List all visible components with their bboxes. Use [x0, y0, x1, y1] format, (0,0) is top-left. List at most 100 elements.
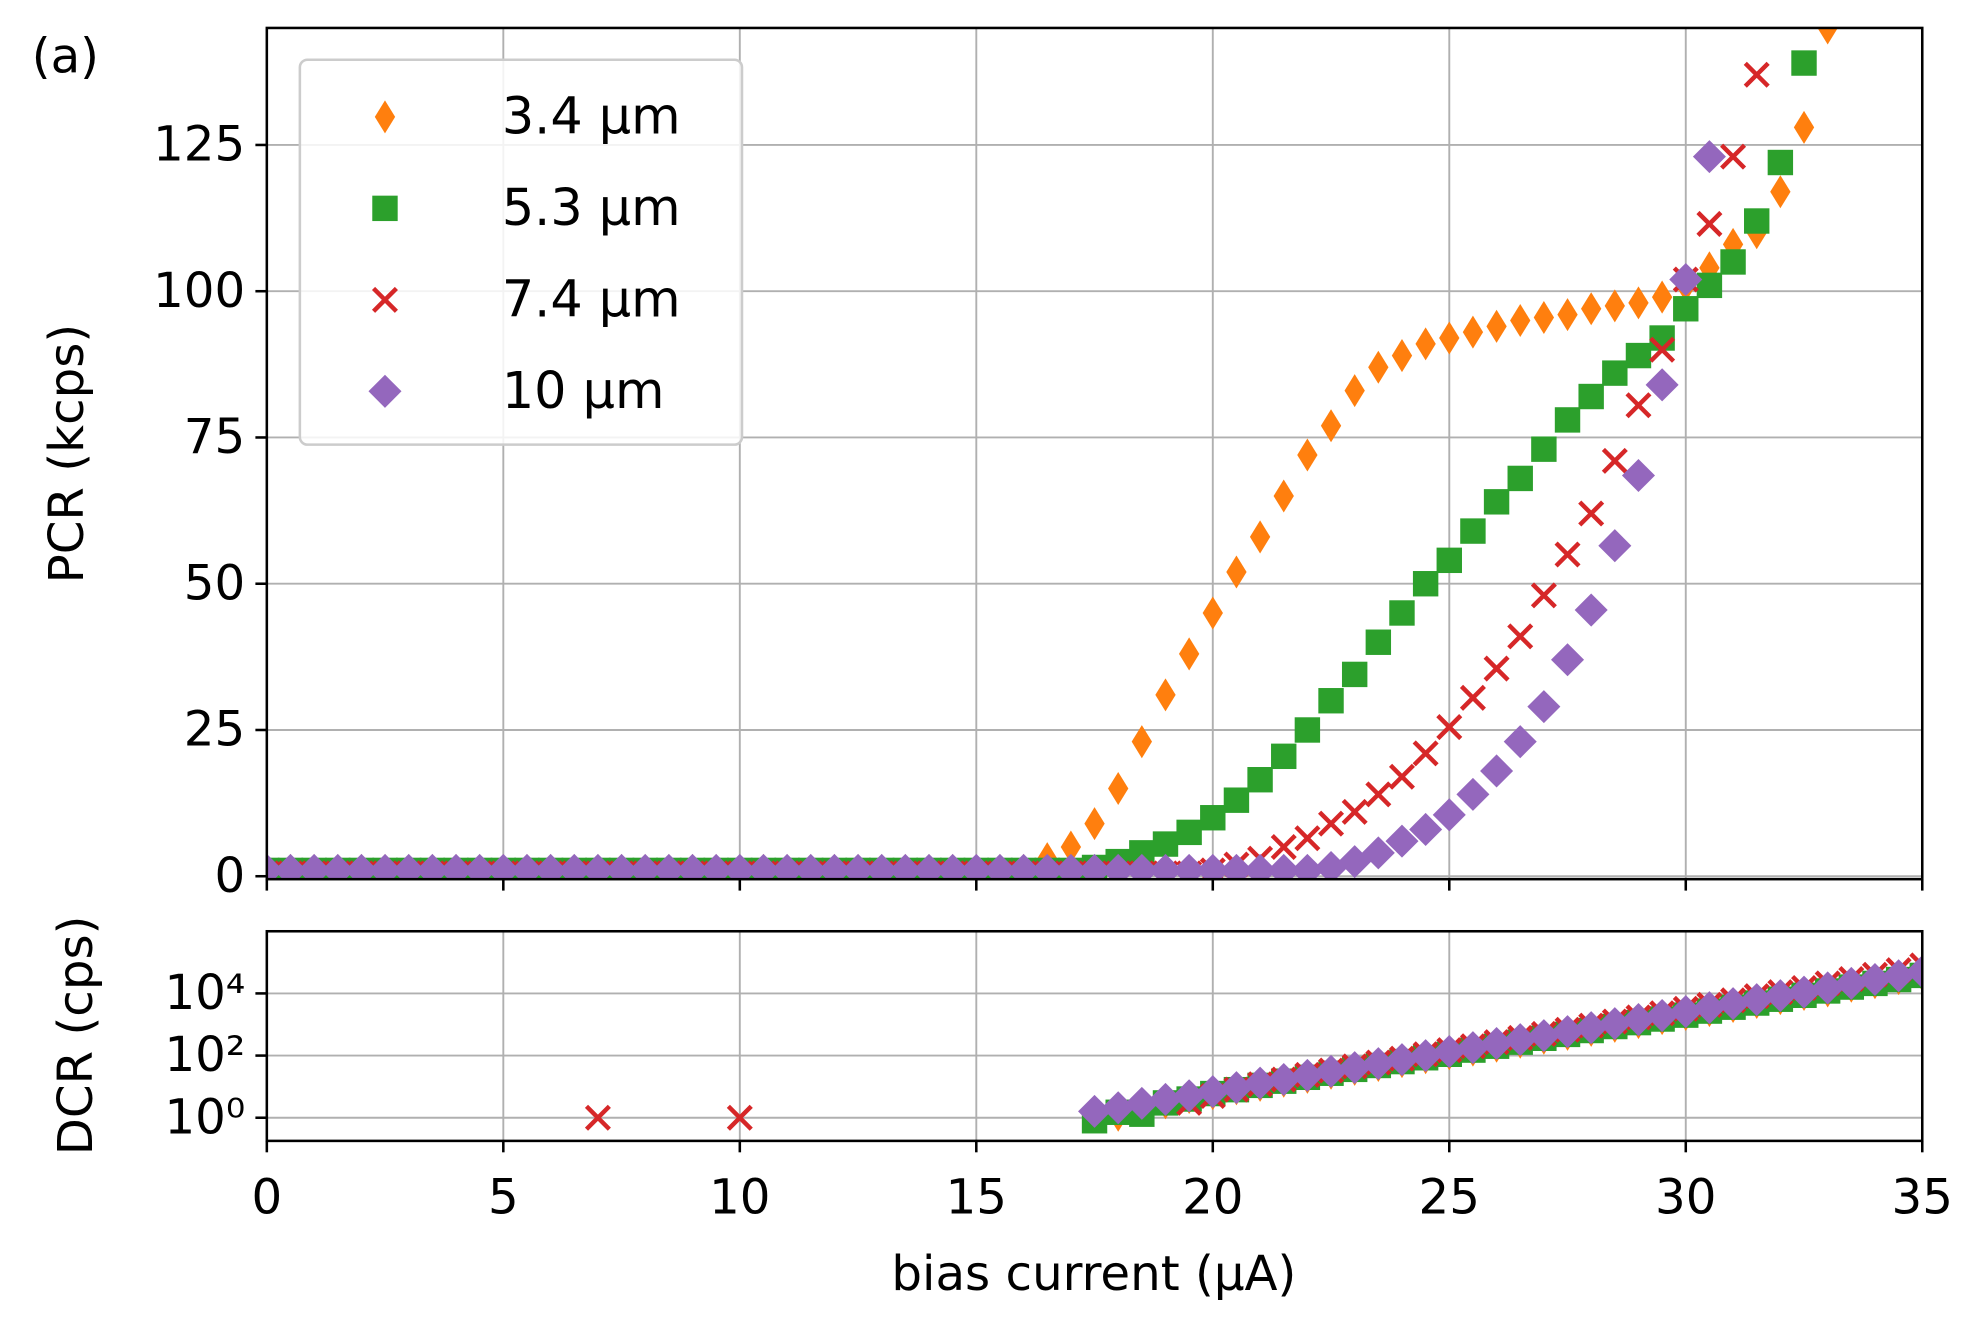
panel-label: (a) [32, 29, 99, 85]
axes: 0 25 50 75 100 125 3.4 μm 5.3 μm 7.4 μm 10 μm [153, 26, 1924, 904]
marker [770, 853, 804, 880]
marker [1318, 688, 1344, 714]
y-tick-label: 50 [184, 555, 245, 611]
marker [1108, 771, 1129, 806]
marker [1344, 374, 1365, 408]
marker [1078, 853, 1112, 880]
marker [439, 853, 473, 880]
y-axis-label: PCR (kcps) [39, 324, 95, 584]
marker [1811, 971, 1845, 1005]
marker [1436, 714, 1463, 741]
marker [1270, 833, 1297, 860]
marker [1391, 339, 1413, 373]
x-tick-label: 5 [488, 1170, 519, 1226]
marker [912, 853, 946, 880]
y-tick-label: 10⁴ [164, 965, 245, 1021]
marker [726, 1104, 753, 1131]
marker [1101, 853, 1135, 880]
marker [1290, 853, 1324, 880]
marker [1645, 368, 1679, 402]
marker [959, 853, 993, 880]
marker [1578, 500, 1605, 527]
marker [1882, 959, 1916, 993]
marker [983, 853, 1017, 880]
marker [392, 853, 426, 880]
marker [1510, 303, 1531, 337]
marker [1200, 805, 1226, 831]
marker [1459, 684, 1486, 711]
x-tick-label: 10 [709, 1170, 770, 1226]
marker [1409, 812, 1443, 846]
marker [1625, 342, 1652, 369]
y-tick-label: 0 [215, 848, 246, 904]
marker [746, 853, 780, 880]
axes: 0 5 10 15 20 25 30 35 10⁰ 10² 10⁴ [164, 929, 1953, 1226]
marker [1432, 798, 1466, 832]
y-tick-label: 10² [164, 1027, 245, 1083]
marker [581, 853, 615, 880]
x-axis-label: bias current (μA) [891, 1246, 1296, 1302]
legend-label: 3.4 μm [502, 86, 681, 145]
marker [1692, 140, 1726, 174]
marker [1060, 830, 1082, 864]
marker [794, 853, 828, 880]
marker [1645, 999, 1679, 1033]
marker [1456, 777, 1490, 811]
marker [1744, 208, 1770, 234]
marker [1297, 438, 1318, 472]
marker [1649, 336, 1676, 363]
marker [1226, 555, 1247, 589]
marker [415, 853, 449, 880]
marker [1318, 810, 1345, 837]
y-tick-label: 10⁰ [164, 1089, 245, 1145]
marker [584, 1104, 611, 1131]
marker [1628, 286, 1649, 320]
marker [1530, 582, 1557, 609]
marker [675, 853, 710, 880]
marker [1155, 678, 1176, 712]
marker [1503, 1023, 1537, 1057]
marker [368, 853, 402, 880]
marker [1602, 360, 1628, 386]
marker [1385, 824, 1419, 858]
marker [1692, 991, 1726, 1025]
marker [888, 853, 922, 880]
marker [1341, 661, 1368, 688]
marker [534, 853, 568, 880]
marker [1176, 819, 1202, 846]
marker [1720, 143, 1747, 170]
marker [374, 100, 396, 134]
marker [557, 853, 591, 880]
data-points [266, 27, 1838, 880]
y-axis-label: DCR (cps) [48, 916, 104, 1156]
marker [1388, 763, 1415, 790]
marker [510, 853, 544, 880]
axes-frame [265, 26, 1924, 881]
marker [1716, 987, 1750, 1021]
y-tick-label: 125 [153, 116, 245, 172]
legend-label: 7.4 μm [502, 269, 681, 328]
marker [1625, 392, 1652, 419]
marker [1294, 717, 1321, 743]
x-tick-label: 35 [1892, 1170, 1953, 1226]
marker [1084, 807, 1105, 841]
marker [1743, 61, 1770, 88]
x-tick-label: 20 [1182, 1170, 1243, 1226]
marker [1412, 740, 1439, 767]
marker [371, 286, 398, 313]
marker [1486, 309, 1507, 343]
y-tick-label: 75 [184, 409, 245, 465]
marker [1791, 50, 1817, 76]
marker [1152, 831, 1179, 857]
marker [321, 853, 355, 880]
marker [1554, 407, 1581, 433]
x-tick-label: 25 [1419, 1170, 1480, 1226]
marker [1858, 963, 1892, 997]
marker [1178, 637, 1200, 671]
legend-label: 5.3 μm [502, 178, 681, 237]
marker [1320, 409, 1342, 443]
marker [1030, 853, 1064, 880]
marker [1696, 210, 1723, 237]
marker [273, 853, 307, 880]
